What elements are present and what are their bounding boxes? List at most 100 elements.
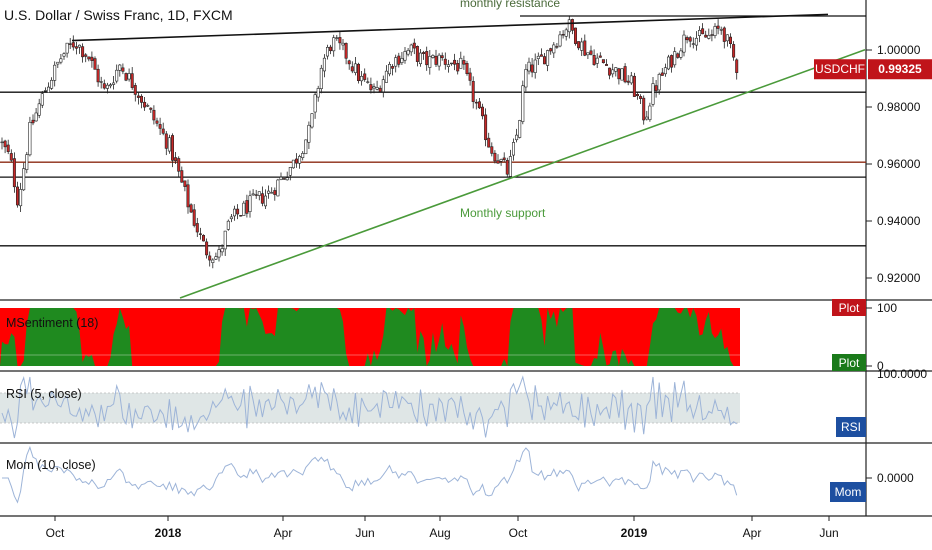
mom-badge-bg xyxy=(830,482,866,502)
candle xyxy=(524,69,528,88)
candle xyxy=(400,58,404,64)
rsi-pane[interactable]: RSI (5, close) xyxy=(0,375,740,439)
momentum-label: Mom (10, close) xyxy=(6,458,96,472)
x-tick-label: Jun xyxy=(819,526,838,540)
candle xyxy=(74,46,78,49)
candle xyxy=(474,101,478,104)
candle xyxy=(161,128,165,134)
y-tick-label: 0.94000 xyxy=(877,214,921,228)
candle xyxy=(623,66,627,83)
candle xyxy=(109,84,113,87)
sentiment-pane[interactable]: MSentiment (18) xyxy=(0,308,740,366)
candle xyxy=(561,34,565,36)
candle xyxy=(453,59,457,65)
candle xyxy=(319,67,323,89)
candle xyxy=(127,73,131,80)
candle xyxy=(626,80,630,83)
candle xyxy=(440,55,444,59)
candle xyxy=(384,70,388,83)
candle xyxy=(691,43,695,45)
candle xyxy=(149,107,153,110)
candle xyxy=(493,152,497,162)
candle xyxy=(245,200,249,214)
candle xyxy=(632,75,636,97)
candle xyxy=(229,216,233,220)
trendline xyxy=(179,48,866,299)
candle xyxy=(502,157,506,160)
candle xyxy=(329,46,333,52)
candle xyxy=(651,83,655,105)
candle xyxy=(375,87,379,90)
candle xyxy=(198,233,202,235)
candle xyxy=(577,41,581,49)
candle xyxy=(356,63,360,81)
candle xyxy=(118,64,122,71)
candle xyxy=(239,215,243,217)
candle xyxy=(71,42,75,48)
candle xyxy=(446,64,450,67)
candle xyxy=(279,176,283,180)
candle xyxy=(378,87,382,92)
sentiment-positive-area xyxy=(0,308,740,366)
candle xyxy=(477,101,481,109)
x-tick-label: Jun xyxy=(355,526,374,540)
candle xyxy=(397,55,401,65)
candle xyxy=(586,52,590,56)
price-badge-bg xyxy=(868,59,932,80)
candle xyxy=(732,44,736,58)
candle xyxy=(465,63,469,74)
y-axis[interactable]: 1.00000 0.98000 0.96000 0.94000 0.92000 USDCH… xyxy=(814,43,932,502)
candle xyxy=(121,67,125,72)
candle xyxy=(242,202,246,216)
candle xyxy=(248,195,252,212)
candle xyxy=(508,156,512,177)
candle xyxy=(90,56,94,61)
candle xyxy=(84,54,88,57)
candle xyxy=(425,51,429,66)
candle xyxy=(697,30,701,36)
candle xyxy=(260,193,264,204)
candle xyxy=(214,256,218,260)
candle xyxy=(428,56,432,68)
candle xyxy=(180,170,184,183)
candle xyxy=(511,142,515,156)
candle xyxy=(527,61,531,72)
candle xyxy=(722,27,726,42)
candle xyxy=(437,54,441,67)
x-axis[interactable]: Oct 2018 Apr Jun Aug Oct 2019 Apr Jun xyxy=(46,516,839,540)
candle xyxy=(558,34,562,47)
candle xyxy=(533,59,537,73)
candle xyxy=(573,27,577,44)
candle xyxy=(381,79,385,93)
candle xyxy=(701,28,705,35)
candle xyxy=(115,69,119,82)
momentum-pane[interactable]: Mom (10, close) xyxy=(2,445,738,504)
candle xyxy=(87,56,91,60)
candle xyxy=(406,49,410,55)
candle xyxy=(56,61,60,65)
candle xyxy=(189,204,193,213)
price-pane[interactable]: monthly resistance Monthly support U.S. D… xyxy=(0,0,866,299)
candle xyxy=(307,124,311,143)
candle xyxy=(202,235,206,242)
candle xyxy=(46,86,50,93)
candle xyxy=(654,85,658,92)
x-tick-label: 2018 xyxy=(155,526,182,540)
candle xyxy=(676,53,680,58)
sentiment-label: MSentiment (18) xyxy=(6,316,98,330)
candle xyxy=(369,84,373,91)
candle xyxy=(183,180,187,187)
candle xyxy=(409,44,413,53)
trendline xyxy=(71,13,829,42)
candle xyxy=(648,105,652,120)
candle xyxy=(263,195,267,207)
candle xyxy=(685,37,689,41)
candle xyxy=(592,55,596,65)
x-tick-label: Apr xyxy=(274,526,293,540)
candle xyxy=(468,72,472,81)
candle xyxy=(158,124,162,129)
candle xyxy=(546,50,550,66)
candle xyxy=(257,191,261,196)
candle xyxy=(19,189,23,207)
